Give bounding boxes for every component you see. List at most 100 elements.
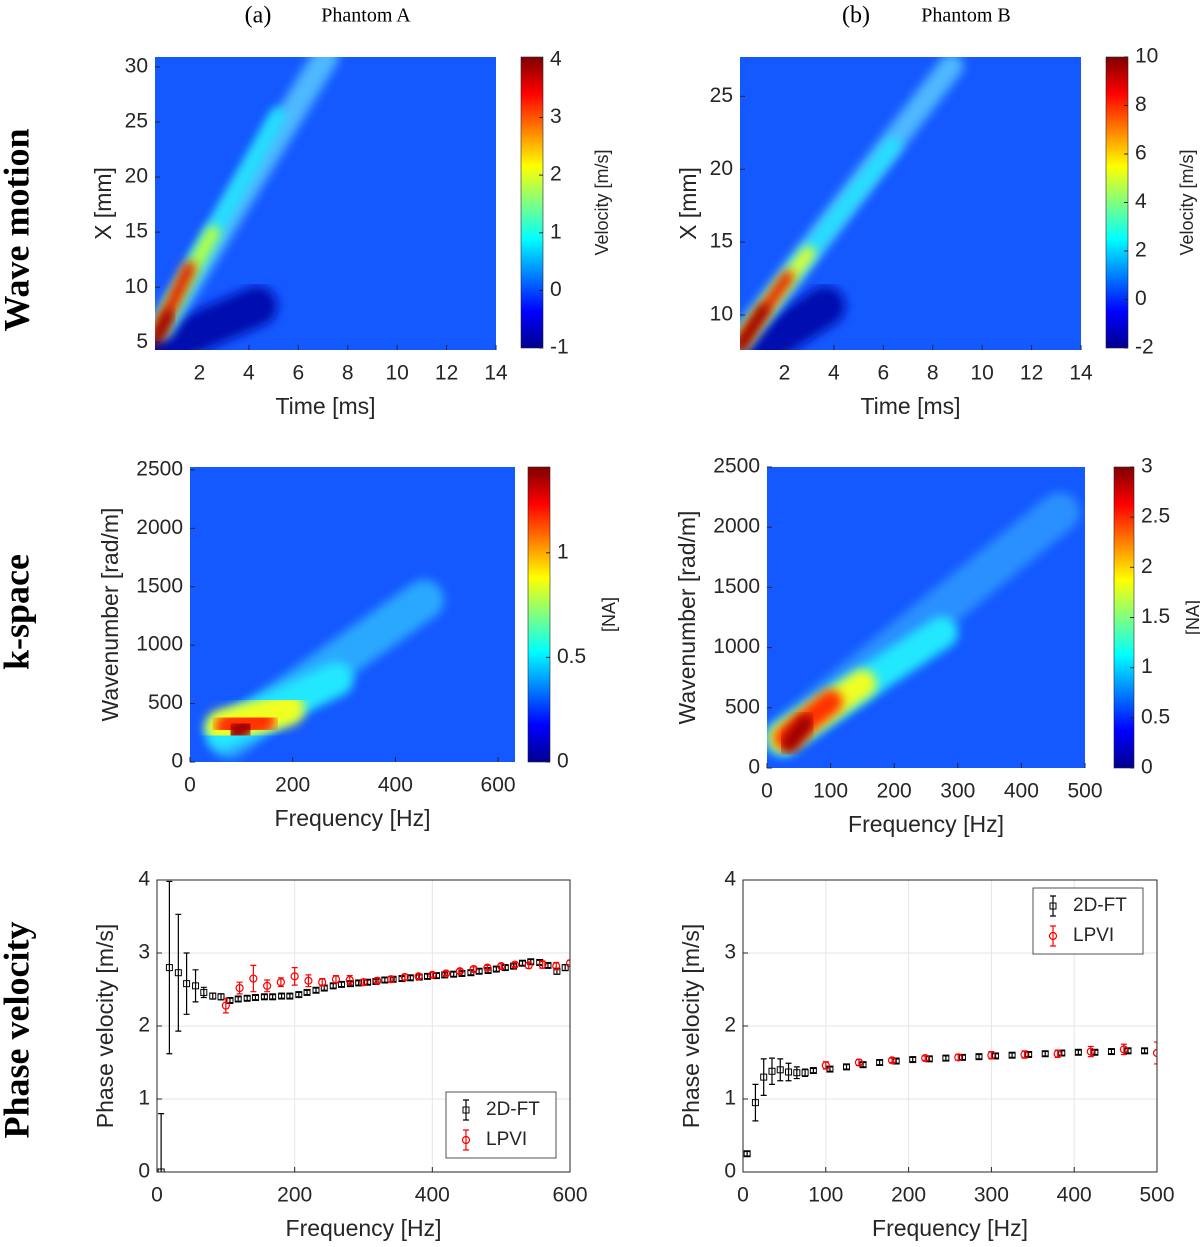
column-label: (b) [842, 3, 870, 29]
error-bar [1108, 1048, 1115, 1055]
marker [312, 986, 320, 994]
error-bar [158, 1113, 165, 1172]
marker [304, 976, 313, 985]
y-tick-label: 25 [125, 110, 148, 133]
x-tick-label: 8 [342, 362, 354, 385]
x-tick-label: 200 [275, 774, 310, 797]
marker [768, 1067, 776, 1075]
marker [406, 974, 414, 982]
colorbar-tick-label: 10 [1135, 45, 1158, 68]
y-tick-label: 10 [125, 275, 148, 298]
error-bar [313, 987, 320, 994]
colorbar-tick-label: 0 [557, 750, 569, 773]
marker [892, 1057, 900, 1065]
y-tick-label: 0 [724, 1160, 736, 1183]
marker [854, 1058, 864, 1067]
marker [414, 972, 423, 981]
legend-marker [1049, 902, 1057, 910]
colorbar-tick-label: 2 [1135, 239, 1147, 262]
legend-label: 2D-FT [1073, 895, 1127, 916]
y-axis-label: X [mm] [90, 167, 116, 240]
marker [278, 992, 286, 1000]
x-tick-label: 4 [828, 362, 840, 385]
x-tick-label: 12 [1020, 362, 1043, 385]
colorbar-tick-label: -1 [550, 336, 569, 359]
x-tick-label: 400 [378, 774, 413, 797]
colorbar-tick-label: 1 [550, 220, 562, 243]
error-bar [1154, 1041, 1157, 1065]
error-bar [192, 969, 199, 1003]
marker [524, 961, 533, 970]
marker [331, 975, 341, 984]
y-tick-label: 5 [136, 330, 148, 353]
error-bar [493, 966, 500, 972]
marker [442, 969, 451, 978]
x-tick-label: 300 [974, 1184, 1009, 1207]
marker [1074, 1048, 1082, 1056]
y-axis-label: Phase velocity [m/s] [678, 924, 704, 1129]
x-tick-label: 12 [435, 362, 458, 385]
column-title: Phantom B [921, 5, 1010, 27]
colorbar-tick-label: 0.5 [1141, 705, 1170, 728]
legend-marker [461, 1135, 471, 1145]
y-tick-label: 15 [710, 230, 733, 253]
x-tick-label: 2 [779, 362, 791, 385]
marker [157, 1168, 165, 1172]
error-bar [450, 971, 457, 977]
legend-marker [462, 1106, 470, 1114]
y-tick-label: 4 [138, 868, 150, 891]
error-bar [175, 913, 182, 1032]
x-tick-label: 10 [970, 362, 993, 385]
error-bar [511, 961, 518, 968]
y-tick-label: 1500 [713, 575, 760, 598]
error-bar [443, 970, 450, 977]
marker [226, 996, 234, 1004]
x-tick-label: 500 [1067, 780, 1102, 803]
legend-icon [1050, 895, 1056, 917]
x-tick-label: 4 [243, 362, 255, 385]
error-bar [1141, 1048, 1148, 1054]
x-tick-label: 600 [481, 774, 516, 797]
marker [290, 972, 299, 981]
marker [355, 979, 363, 987]
y-tick-label: 3 [724, 941, 736, 964]
y-tick-label: 1 [724, 1087, 736, 1110]
error-bar [502, 964, 509, 971]
error-bar [286, 993, 293, 999]
y-axis-label: Wavenumber [rad/m] [674, 511, 700, 725]
error-bar [222, 997, 229, 1014]
marker [1058, 1049, 1066, 1057]
marker [954, 1053, 963, 1062]
marker [234, 995, 242, 1003]
colorbar-tick-label: 0 [550, 278, 562, 301]
legend-label: LPVI [1073, 925, 1114, 946]
y-tick-label: 25 [710, 84, 733, 107]
error-bar [777, 1058, 784, 1082]
y-tick-label: 2500 [136, 457, 183, 480]
marker [251, 994, 259, 1002]
x-tick-label: 6 [292, 362, 304, 385]
marker [276, 978, 285, 987]
x-tick-label: 0 [761, 780, 773, 803]
marker [785, 1068, 793, 1076]
marker [809, 1067, 817, 1075]
error-bar [291, 967, 298, 986]
x-tick-label: 2 [194, 362, 206, 385]
x-tick-label: 100 [813, 780, 848, 803]
y-tick-label: 1500 [136, 574, 183, 597]
error-bar [381, 977, 388, 983]
marker [876, 1059, 884, 1066]
y-tick-label: 0 [748, 756, 760, 779]
y-tick-label: 30 [125, 54, 148, 77]
heatmap-texture [780, 713, 815, 753]
colorbar-tick-label: 4 [550, 47, 562, 70]
error-bar [166, 880, 173, 1055]
y-tick-label: 3 [138, 941, 150, 964]
x-tick-label: 200 [877, 780, 912, 803]
marker [760, 1073, 768, 1081]
y-tick-label: 2000 [136, 516, 183, 539]
error-bar [470, 966, 477, 972]
error-bar [519, 960, 526, 967]
colorbar-tick-label: 3 [550, 105, 562, 128]
y-tick-label: 2 [138, 1014, 150, 1037]
